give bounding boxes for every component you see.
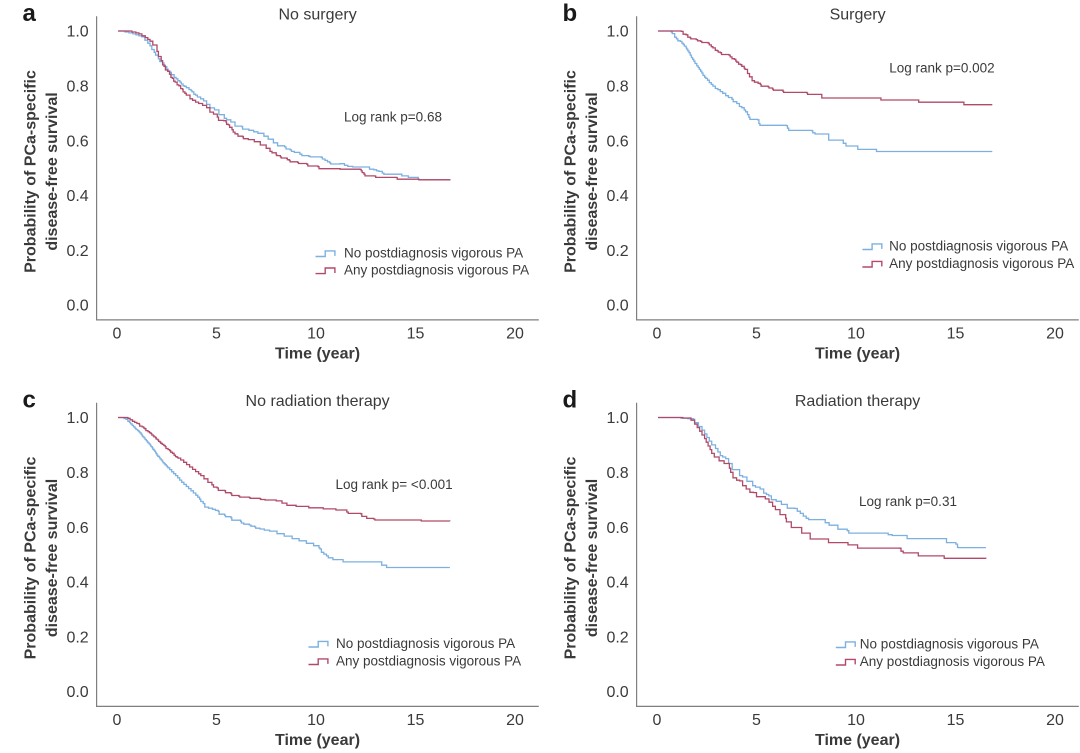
svg-text:No postdiagnosis vigorous PA: No postdiagnosis vigorous PA	[344, 245, 523, 260]
svg-text:0.2: 0.2	[66, 629, 88, 646]
svg-text:Any postdiagnosis vigorous PA: Any postdiagnosis vigorous PA	[889, 256, 1074, 271]
svg-text:Probability of PCa-specific: Probability of PCa-specific	[563, 457, 580, 660]
svg-text:disease-free survival: disease-free survival	[44, 479, 61, 637]
svg-text:No radiation therapy: No radiation therapy	[246, 393, 390, 410]
svg-text:20: 20	[1046, 326, 1064, 343]
svg-text:10: 10	[847, 326, 865, 343]
svg-text:0.6: 0.6	[66, 520, 88, 537]
svg-text:0.6: 0.6	[606, 133, 628, 150]
svg-text:0.6: 0.6	[66, 133, 88, 150]
svg-text:No postdiagnosis vigorous PA: No postdiagnosis vigorous PA	[860, 636, 1039, 651]
svg-text:Any postdiagnosis vigorous PA: Any postdiagnosis vigorous PA	[860, 654, 1045, 669]
svg-text:Any postdiagnosis vigorous PA: Any postdiagnosis vigorous PA	[336, 653, 521, 668]
svg-text:10: 10	[847, 712, 865, 729]
svg-text:15: 15	[947, 712, 965, 729]
svg-text:0: 0	[653, 326, 662, 343]
svg-text:Time (year): Time (year)	[275, 732, 360, 749]
svg-text:Log rank p=0.002: Log rank p=0.002	[889, 61, 994, 76]
svg-text:disease-free survival: disease-free survival	[44, 92, 61, 250]
svg-text:Time (year): Time (year)	[815, 732, 900, 749]
svg-text:Surgery: Surgery	[830, 6, 886, 23]
svg-text:20: 20	[506, 326, 524, 343]
svg-text:0.0: 0.0	[606, 684, 628, 701]
svg-text:No postdiagnosis vigorous PA: No postdiagnosis vigorous PA	[889, 238, 1068, 253]
svg-text:15: 15	[947, 326, 965, 343]
svg-text:No surgery: No surgery	[278, 6, 356, 23]
svg-text:c: c	[23, 387, 36, 414]
svg-text:Probability of PCa-specific: Probability of PCa-specific	[563, 70, 580, 273]
svg-text:0: 0	[113, 712, 122, 729]
svg-text:15: 15	[407, 712, 425, 729]
svg-text:a: a	[23, 0, 37, 27]
svg-text:Any postdiagnosis vigorous PA: Any postdiagnosis vigorous PA	[344, 263, 529, 278]
svg-text:15: 15	[407, 326, 425, 343]
svg-text:0.0: 0.0	[66, 298, 88, 315]
svg-text:0.8: 0.8	[66, 79, 88, 96]
svg-text:10: 10	[307, 326, 325, 343]
svg-text:0.4: 0.4	[66, 188, 88, 205]
svg-text:0.4: 0.4	[606, 188, 628, 205]
svg-text:b: b	[563, 0, 578, 27]
svg-text:Radiation therapy: Radiation therapy	[795, 393, 920, 410]
svg-text:Probability of PCa-specific: Probability of PCa-specific	[23, 457, 40, 660]
svg-text:0.4: 0.4	[606, 575, 628, 592]
svg-text:1.0: 1.0	[606, 410, 628, 427]
svg-text:Time (year): Time (year)	[275, 346, 360, 363]
svg-text:disease-free survival: disease-free survival	[584, 92, 601, 250]
svg-text:0.0: 0.0	[606, 298, 628, 315]
svg-text:0.2: 0.2	[606, 243, 628, 260]
svg-text:5: 5	[752, 326, 761, 343]
svg-text:10: 10	[307, 712, 325, 729]
svg-text:1.0: 1.0	[66, 24, 88, 41]
svg-text:1.0: 1.0	[66, 410, 88, 427]
svg-text:No postdiagnosis vigorous PA: No postdiagnosis vigorous PA	[336, 636, 515, 651]
svg-text:20: 20	[506, 712, 524, 729]
svg-text:0: 0	[653, 712, 662, 729]
svg-text:5: 5	[212, 326, 221, 343]
svg-text:20: 20	[1046, 712, 1064, 729]
svg-text:0.4: 0.4	[66, 575, 88, 592]
svg-text:0: 0	[113, 326, 122, 343]
svg-text:0.6: 0.6	[606, 520, 628, 537]
svg-text:1.0: 1.0	[606, 24, 628, 41]
svg-text:0.2: 0.2	[606, 629, 628, 646]
svg-text:Log rank p=0.31: Log rank p=0.31	[859, 494, 957, 509]
svg-text:Time (year): Time (year)	[815, 346, 900, 363]
svg-text:disease-free survival: disease-free survival	[584, 479, 601, 637]
svg-text:d: d	[563, 387, 578, 414]
svg-text:0.2: 0.2	[66, 243, 88, 260]
svg-text:0.0: 0.0	[66, 684, 88, 701]
svg-text:Log rank p= <0.001: Log rank p= <0.001	[336, 477, 453, 492]
svg-text:5: 5	[212, 712, 221, 729]
svg-text:5: 5	[752, 712, 761, 729]
svg-text:0.8: 0.8	[606, 465, 628, 482]
svg-text:0.8: 0.8	[66, 465, 88, 482]
svg-text:Log rank p=0.68: Log rank p=0.68	[344, 110, 442, 125]
svg-text:Probability of PCa-specific: Probability of PCa-specific	[23, 70, 40, 273]
svg-text:0.8: 0.8	[606, 79, 628, 96]
